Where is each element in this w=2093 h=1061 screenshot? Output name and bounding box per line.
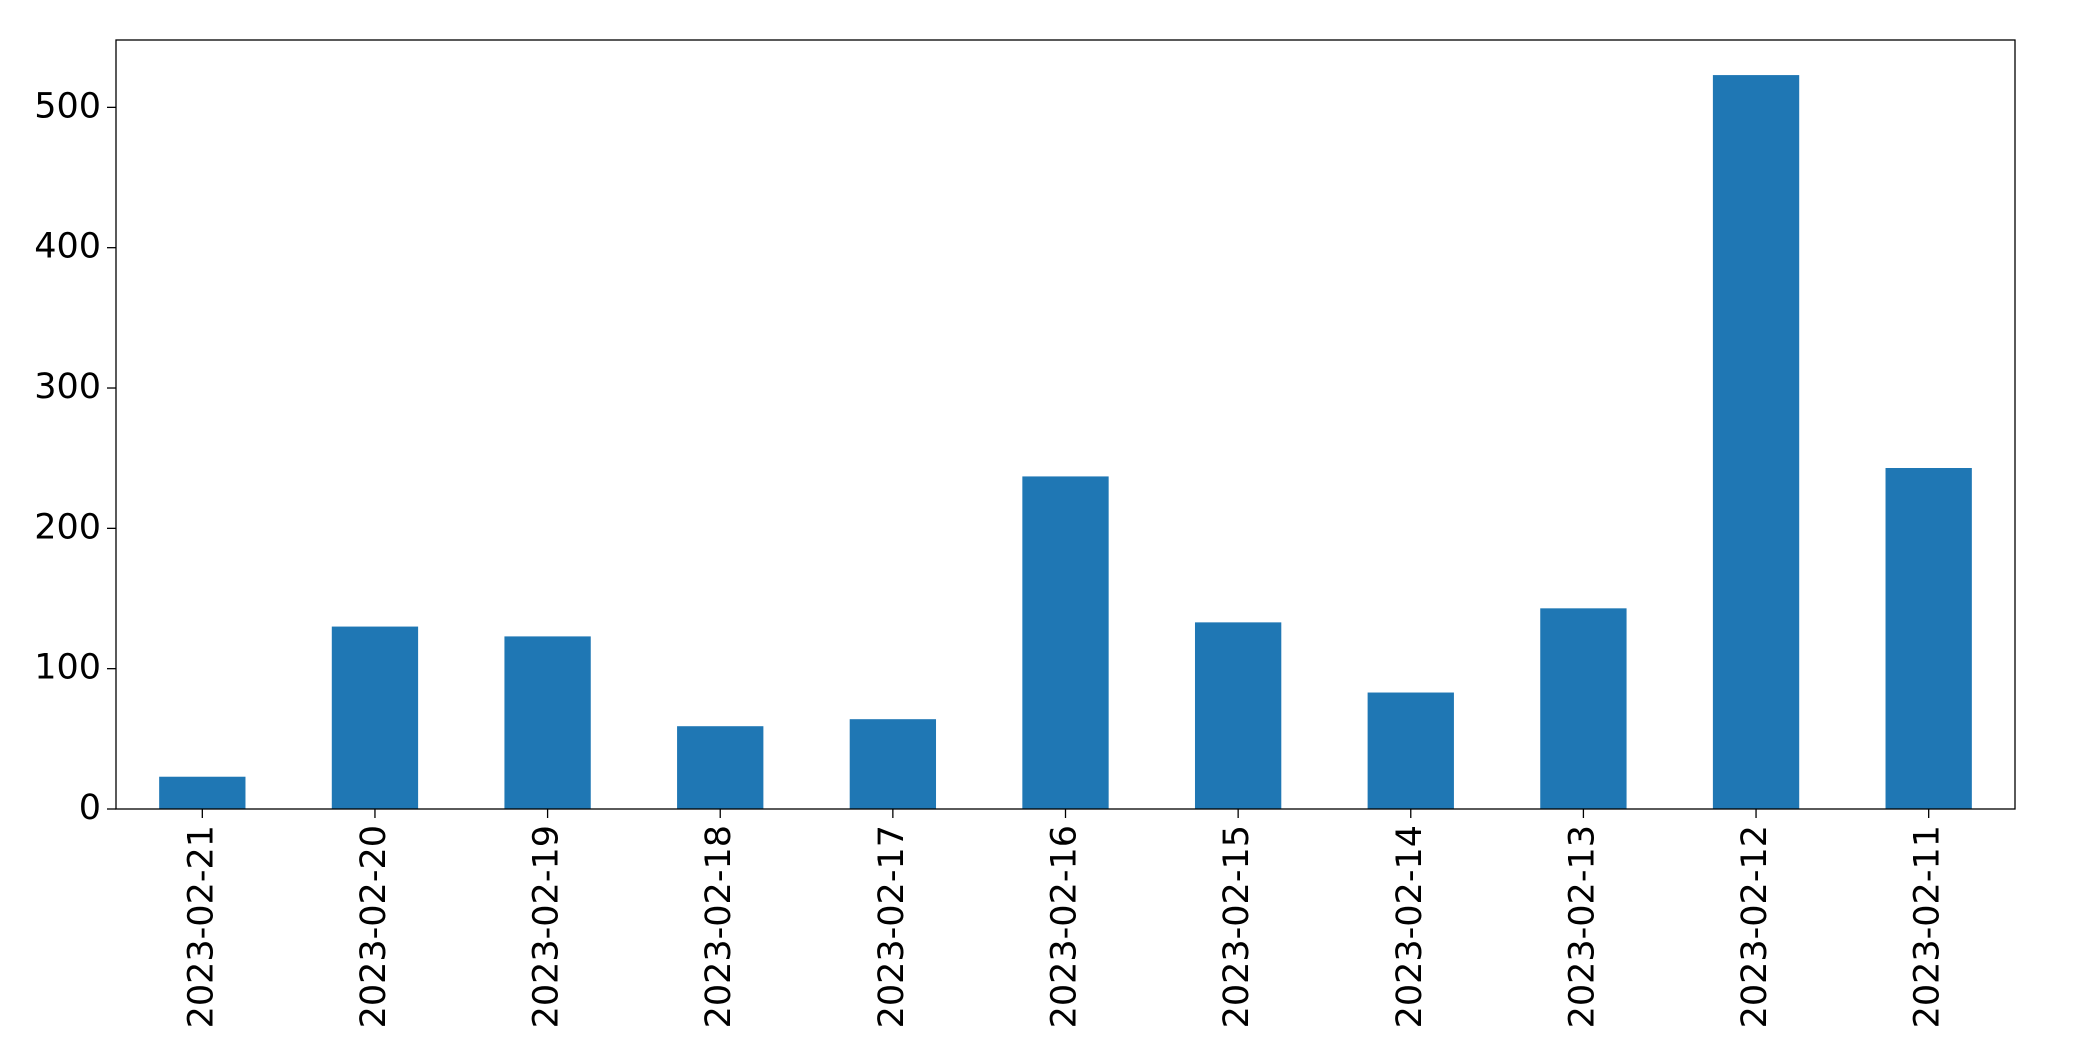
y-tick-label: 0 xyxy=(79,788,101,828)
bar xyxy=(677,726,764,809)
x-tick-label: 2023-02-13 xyxy=(1562,825,1602,1028)
bar xyxy=(1885,468,1972,809)
x-tick-label: 2023-02-21 xyxy=(181,825,221,1028)
y-tick-label: 200 xyxy=(34,507,101,547)
plot-frame xyxy=(115,39,2016,810)
bar xyxy=(1540,608,1627,809)
y-tick-label: 500 xyxy=(34,86,101,126)
bar xyxy=(1712,75,1800,810)
y-tick-label: 300 xyxy=(34,367,101,407)
bar xyxy=(1194,622,1282,809)
x-tick-label: 2023-02-11 xyxy=(1908,825,1948,1028)
bar xyxy=(1022,476,1109,809)
bar xyxy=(159,776,246,809)
x-tick-label: 2023-02-14 xyxy=(1390,825,1430,1028)
x-tick-label: 2023-02-17 xyxy=(872,825,912,1028)
x-tick-label: 2023-02-18 xyxy=(699,825,739,1028)
y-tick-label: 100 xyxy=(34,648,101,688)
x-tick-label: 2023-02-16 xyxy=(1045,825,1085,1028)
bar xyxy=(849,719,937,809)
bar xyxy=(1367,692,1454,809)
x-tick-label: 2023-02-12 xyxy=(1735,825,1775,1028)
bar xyxy=(331,626,419,809)
y-tick-label: 400 xyxy=(34,227,101,267)
x-tick-label: 2023-02-15 xyxy=(1217,825,1257,1028)
x-tick-label: 2023-02-19 xyxy=(527,825,567,1028)
bar xyxy=(504,636,591,809)
x-tick-label: 2023-02-20 xyxy=(354,825,394,1028)
